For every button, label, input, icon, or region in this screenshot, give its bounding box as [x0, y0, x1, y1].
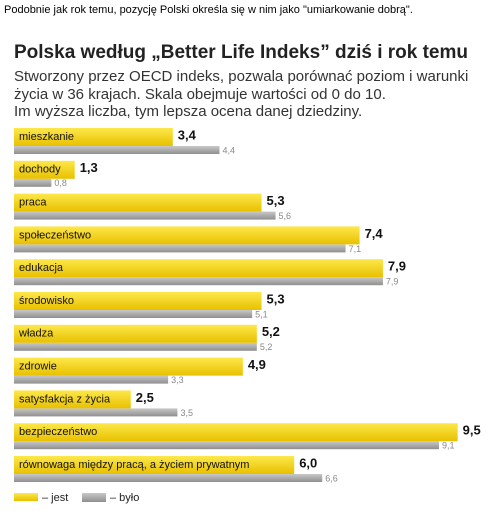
bar	[14, 178, 52, 187]
category-label: równowaga między pracą, a życiem prywatn…	[19, 459, 249, 471]
subtitle: Stworzony przez OECD indeks, pozwala por…	[14, 68, 468, 85]
bar	[14, 324, 257, 343]
value-label: 4,9	[248, 357, 266, 372]
category-label: mieszkanie	[19, 131, 74, 143]
category-label: środowisko	[19, 295, 74, 307]
value-label: 2,5	[136, 390, 154, 405]
value-label: 5,3	[267, 193, 285, 208]
category-label: dochody	[19, 164, 61, 176]
category-label: władza	[18, 328, 54, 340]
value-label: 3,3	[171, 375, 184, 385]
category-label: bezpieczeństwo	[19, 426, 97, 438]
bar	[14, 193, 262, 212]
bar	[14, 357, 243, 376]
bar	[14, 128, 173, 146]
bar	[14, 456, 295, 474]
value-label: 4,4	[222, 145, 235, 155]
chart-title: Polska według „Better Life Indeks” dziś …	[14, 42, 468, 63]
bar	[14, 390, 131, 409]
value-label: 0,8	[54, 178, 67, 188]
category-label: satysfakcja z życia	[19, 393, 111, 405]
value-label: 7,9	[386, 277, 399, 287]
bar	[14, 292, 262, 310]
bar	[14, 160, 75, 179]
bar	[14, 226, 360, 245]
bar	[14, 408, 178, 417]
bar	[14, 244, 346, 253]
value-label: 5,3	[267, 291, 285, 306]
value-label: 6,6	[325, 473, 338, 483]
bar	[14, 211, 276, 220]
legend-swatch	[14, 493, 38, 501]
bar	[14, 277, 383, 286]
value-label: 3,5	[180, 408, 193, 418]
bar	[14, 423, 458, 442]
value-label: 5,2	[262, 324, 280, 339]
category-label: zdrowie	[19, 361, 57, 373]
bar	[14, 441, 439, 450]
bar	[14, 375, 169, 384]
bar	[14, 259, 383, 278]
subtitle: życia w 36 krajach. Skala obejmuje warto…	[14, 86, 386, 103]
bar	[14, 146, 220, 154]
category-label: edukacja	[19, 262, 64, 274]
bar	[14, 310, 253, 318]
subtitle: Im wyższa liczba, tym lepsza ocena danej…	[14, 103, 362, 120]
value-label: 9,1	[442, 441, 455, 451]
value-label: 9,5	[463, 423, 481, 438]
value-label: 7,9	[388, 259, 406, 274]
value-label: 7,4	[365, 226, 384, 241]
value-label: 5,2	[260, 342, 273, 352]
value-label: 3,4	[178, 127, 197, 142]
category-label: społeczeństwo	[19, 229, 91, 241]
legend-label: – jest	[42, 492, 68, 504]
legend-swatch	[82, 493, 106, 502]
value-label: 5,1	[255, 309, 268, 319]
value-label: 1,3	[80, 160, 98, 175]
category-label: praca	[19, 197, 47, 209]
value-label: 5,6	[279, 211, 292, 221]
caption: Podobnie jak rok temu, pozycję Polski ok…	[4, 4, 413, 16]
value-label: 6,0	[299, 455, 317, 470]
legend-label: – było	[110, 492, 139, 504]
bar	[14, 474, 323, 482]
bar	[14, 342, 257, 351]
value-label: 7,1	[349, 244, 362, 254]
